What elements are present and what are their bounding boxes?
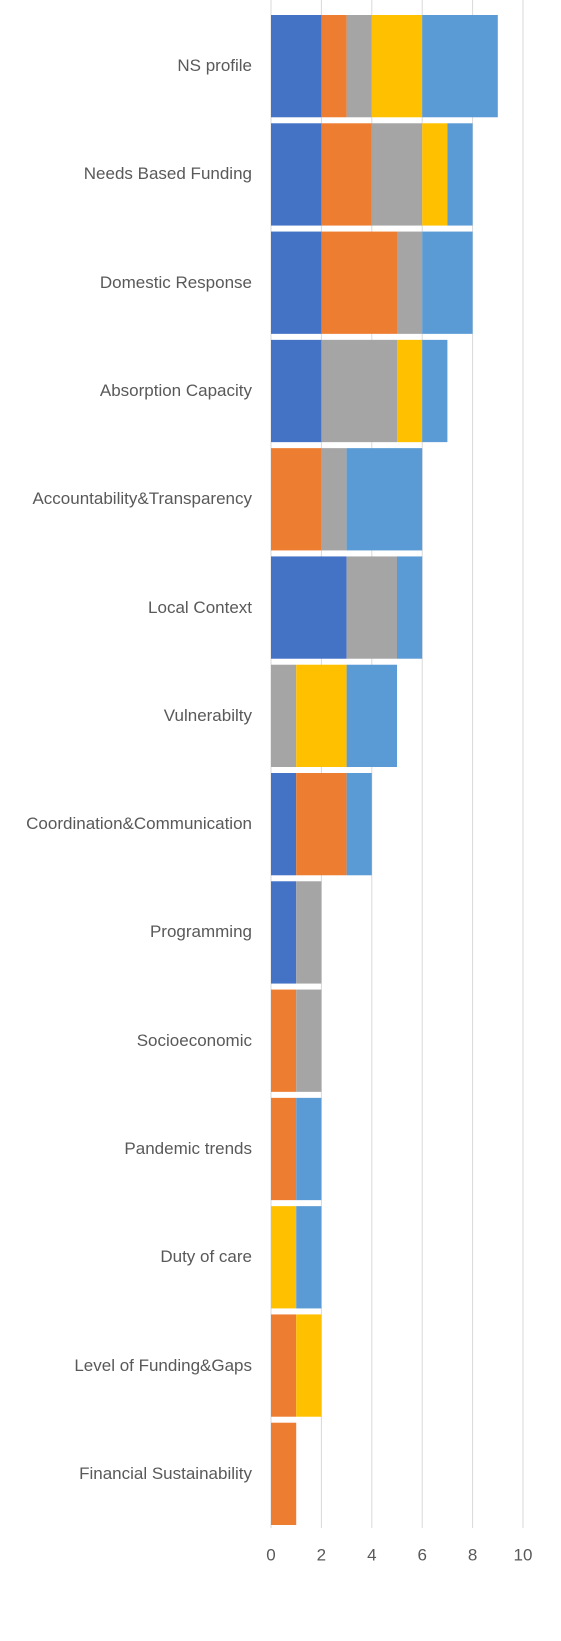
bar-segment [422, 231, 473, 334]
bar-segment [397, 556, 423, 659]
category-label: Local Context [0, 553, 252, 661]
x-tick-label: 8 [468, 1545, 477, 1564]
category-label: Needs Based Funding [0, 120, 252, 228]
category-label: Financial Sustainability [0, 1420, 252, 1528]
category-label: Absorption Capacity [0, 337, 252, 445]
bar-segment [271, 448, 322, 551]
category-label: Level of Funding&Gaps [0, 1311, 252, 1419]
bar-segment [271, 664, 297, 767]
category-text: Absorption Capacity [99, 380, 252, 400]
bar-segment [296, 989, 322, 1092]
x-tick-label: 6 [417, 1545, 426, 1564]
bar-segment [271, 1314, 297, 1417]
bar-segment [447, 123, 473, 226]
bar-segment [321, 339, 397, 443]
category-label: Duty of care [0, 1203, 252, 1311]
category-text: Level of Funding&Gaps [74, 1355, 252, 1375]
bar-segment [397, 231, 423, 334]
bar-segment [271, 773, 297, 876]
x-tick-label: 0 [266, 1545, 275, 1564]
category-text: Accountability&Transparency [32, 489, 252, 509]
bar-segment [422, 123, 448, 226]
bar-segment [422, 15, 498, 118]
bar-segment [271, 556, 347, 659]
bar-segment [346, 15, 372, 118]
bar-segment [271, 1097, 297, 1201]
bar-segment [321, 15, 347, 118]
x-tick-label: 4 [367, 1545, 376, 1564]
bar-segment [321, 231, 397, 334]
bar-segment [271, 1206, 297, 1309]
bar-segment [271, 231, 322, 334]
x-tick-label: 2 [317, 1545, 326, 1564]
bar-segment [321, 448, 347, 551]
category-label: Accountability&Transparency [0, 445, 252, 553]
bar-segment [346, 448, 423, 551]
category-label: Coordination&Communication [0, 770, 252, 878]
bar-segment [422, 339, 448, 443]
category-label: Pandemic trends [0, 1095, 252, 1203]
category-label: NS profile [0, 12, 252, 120]
bar-segment [296, 1314, 322, 1417]
category-text: Coordination&Communication [26, 814, 252, 834]
bar-segment [397, 339, 423, 443]
bar-segment [271, 989, 297, 1092]
bar-segment [296, 1097, 322, 1201]
bar-segment [296, 773, 347, 876]
category-text: Local Context [148, 597, 252, 617]
category-text: Needs Based Funding [83, 164, 252, 184]
category-label: Vulnerabilty [0, 662, 252, 770]
x-tick-label: 10 [514, 1545, 533, 1564]
category-text: Financial Sustainability [79, 1463, 252, 1483]
bar-segment [271, 881, 297, 984]
category-text: Vulnerabilty [163, 705, 252, 725]
bar-segment [296, 881, 322, 984]
bar-segment [371, 123, 423, 226]
bar-segment [346, 773, 372, 876]
bar-segment [371, 15, 423, 118]
bar-segment [321, 123, 372, 226]
bar-segment [296, 1206, 322, 1309]
bar-segment [271, 1422, 297, 1525]
bar-segment [296, 664, 347, 767]
category-text: Pandemic trends [124, 1138, 252, 1158]
bar-segment [271, 15, 322, 118]
category-label: Domestic Response [0, 229, 252, 337]
bar-segment [346, 664, 397, 767]
bar-segment [271, 123, 322, 226]
bar-segment [271, 339, 322, 443]
category-text: Socioeconomic [136, 1030, 252, 1050]
category-text: Duty of care [160, 1247, 252, 1267]
bar-segment [346, 556, 397, 659]
category-label: Programming [0, 878, 252, 986]
category-text: Programming [149, 922, 252, 942]
category-text: Domestic Response [99, 272, 252, 292]
category-text: NS profile [177, 56, 252, 76]
category-label: Socioeconomic [0, 987, 252, 1095]
